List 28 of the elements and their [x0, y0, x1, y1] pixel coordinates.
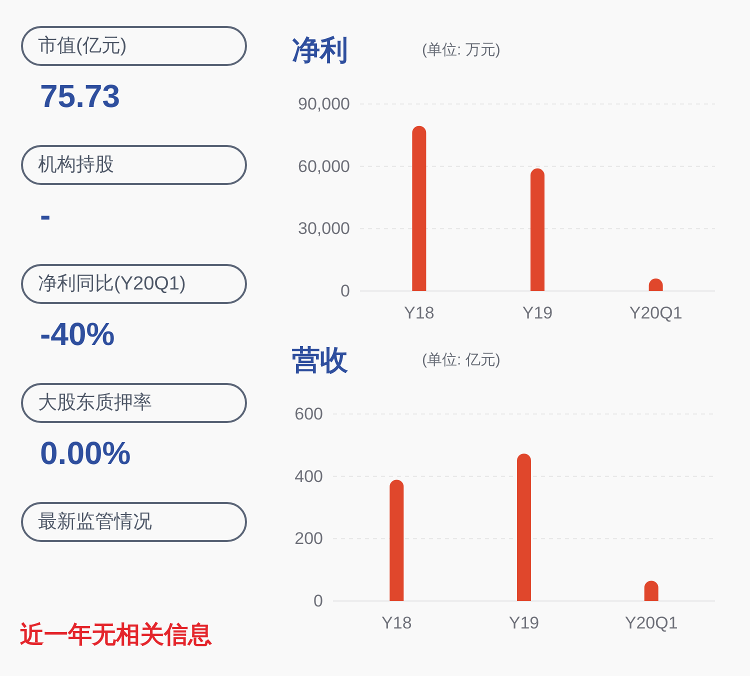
y-tick-label: 400	[294, 466, 323, 486]
y-tick-label: 0	[340, 282, 350, 300]
y-tick-label: 200	[294, 529, 323, 548]
y-tick-label: 600	[294, 404, 323, 424]
text: 0.00%	[40, 435, 131, 471]
x-tick-label: Y18	[404, 304, 434, 322]
y-tick-label: 0	[314, 592, 323, 610]
x-tick-label: Y18	[382, 614, 412, 632]
text: 75.73	[40, 78, 120, 114]
y-tick-label: 90,000	[298, 94, 350, 114]
text: 近一年无相关信息	[20, 622, 212, 648]
text: 最新监管情况	[38, 510, 152, 532]
text: 大股东质押率	[38, 392, 152, 414]
text: -40%	[40, 316, 115, 352]
y-tick-label: 60,000	[298, 156, 350, 176]
x-tick-label: Y20Q1	[629, 304, 682, 322]
x-tick-label: Y20Q1	[624, 614, 678, 632]
chart-title: 营收	[291, 344, 349, 376]
y-tick-label: 30,000	[298, 219, 350, 238]
chart-title: 净利	[292, 34, 348, 66]
chart-subtitle: (单位: 万元)	[422, 42, 500, 58]
text: -	[40, 197, 51, 233]
text: 机构持股	[38, 154, 114, 176]
text: 净利同比(Y20Q1)	[38, 274, 186, 294]
chart-subtitle: (单位: 亿元)	[422, 352, 500, 368]
text: 市值(亿元)	[38, 34, 127, 56]
x-tick-label: Y19	[522, 304, 553, 322]
x-tick-label: Y19	[508, 614, 540, 632]
